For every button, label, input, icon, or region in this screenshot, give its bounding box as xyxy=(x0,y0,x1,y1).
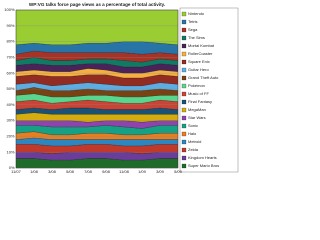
legend-swatch xyxy=(181,115,187,121)
legend-swatch xyxy=(181,91,187,97)
legend-swatch xyxy=(181,131,187,137)
legend-label: Nintendo xyxy=(188,11,205,16)
legend-swatch xyxy=(181,147,187,153)
legend-label: Kingdom Hearts xyxy=(188,155,217,160)
legend-label: Star Wars xyxy=(188,115,206,120)
legend-label: The Sims xyxy=(188,35,205,40)
y-tick-label: 0% xyxy=(9,165,15,170)
legend-swatch xyxy=(181,11,187,17)
legend-swatch xyxy=(181,67,187,73)
legend-swatch xyxy=(181,83,187,89)
chart: WP:VG talks force page views as a percen… xyxy=(4,2,239,175)
legend-swatch xyxy=(181,59,187,65)
y-tick-label: 70% xyxy=(6,54,14,59)
x-tick-label: 1/08 xyxy=(30,169,39,174)
legend-label: Guitar Hero xyxy=(188,67,209,72)
x-tick-label: 11/07 xyxy=(11,169,21,174)
legend-label: Halo xyxy=(188,131,197,136)
legend-label: RollerCoaster xyxy=(188,51,213,56)
legend-swatch xyxy=(181,51,187,57)
legend-swatch xyxy=(181,35,187,41)
legend-swatch xyxy=(181,75,187,81)
area xyxy=(15,158,179,169)
legend-label: Zelda xyxy=(188,147,199,152)
x-tick-label: 5/09 xyxy=(174,169,183,174)
legend-swatch xyxy=(181,99,187,105)
legend-label: Sega xyxy=(188,27,198,32)
legend-swatch xyxy=(181,27,187,33)
x-tick-label: 9/08 xyxy=(102,169,111,174)
legend-swatch xyxy=(181,107,187,113)
y-tick-label: 20% xyxy=(6,133,14,138)
area xyxy=(15,9,179,45)
legend-swatch xyxy=(181,43,187,49)
legend-label: Metroid xyxy=(188,139,201,144)
y-tick-label: 100% xyxy=(4,7,15,12)
area xyxy=(15,107,179,115)
y-tick-label: 10% xyxy=(6,149,14,154)
y-tick-label: 60% xyxy=(6,70,14,75)
legend-label: Mortal Kombat xyxy=(188,43,215,48)
legend-swatch xyxy=(181,163,187,169)
x-tick-label: 5/08 xyxy=(66,169,75,174)
y-tick-label: 30% xyxy=(6,118,14,123)
legend-swatch xyxy=(181,123,187,129)
legend-label: MegaMan xyxy=(188,107,206,112)
chart-title: WP:VG talks force page views as a percen… xyxy=(29,2,165,7)
legend-label: Tetris xyxy=(188,19,198,24)
legend-label: Grand Theft Auto xyxy=(188,75,219,80)
y-tick-label: 90% xyxy=(6,23,14,28)
x-tick-label: 3/08 xyxy=(48,169,57,174)
legend-box xyxy=(179,7,239,173)
plot-frame xyxy=(15,9,179,169)
x-tick-label: 1/09 xyxy=(138,169,147,174)
legend-label: Pokémon xyxy=(188,83,205,88)
y-tick-label: 50% xyxy=(6,86,14,91)
x-tick-label: 11/08 xyxy=(119,169,129,174)
y-tick-label: 40% xyxy=(6,102,14,107)
legend-label: Sonic xyxy=(188,123,198,128)
legend-label: Music of FF xyxy=(188,91,209,96)
x-tick-label: 3/09 xyxy=(156,169,165,174)
y-tick-label: 80% xyxy=(6,39,14,44)
legend-label: Square Enix xyxy=(188,59,210,64)
x-tick-label: 7/08 xyxy=(84,169,93,174)
legend-swatch xyxy=(181,155,187,161)
legend-swatch xyxy=(181,139,187,145)
legend-label: Super Mario Bros xyxy=(188,163,219,168)
legend-label: Final Fantasy xyxy=(188,99,212,104)
legend-swatch xyxy=(181,19,187,25)
